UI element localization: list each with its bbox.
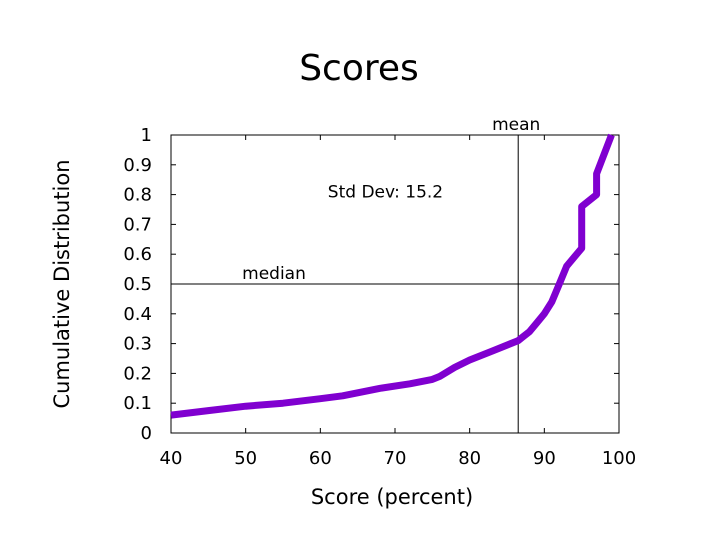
cdf-series-line — [170, 133, 615, 419]
x-tick-label: 90 — [533, 448, 556, 469]
y-tick-label: 1 — [141, 125, 152, 146]
y-tick-label: 0.5 — [123, 274, 152, 295]
x-tick-label: 40 — [160, 448, 183, 469]
y-tick-label: 0.9 — [123, 155, 152, 176]
y-tick-label: 0.8 — [123, 185, 152, 206]
y-tick-label: 0 — [141, 423, 152, 444]
x-tick-label: 60 — [309, 448, 332, 469]
mean-label: mean — [492, 115, 540, 135]
std-dev-annotation: Std Dev: 15.2 — [328, 183, 443, 203]
median-label: median — [242, 264, 306, 284]
y-tick-label: 0.4 — [123, 304, 152, 325]
x-axis-label: Score (percent) — [311, 485, 473, 509]
x-tick-label: 50 — [234, 448, 257, 469]
chart-title: Scores — [299, 48, 419, 89]
y-axis-label: Cumulative Distribution — [50, 159, 74, 408]
x-tick-label: 80 — [458, 448, 481, 469]
y-tick-label: 0.3 — [123, 334, 152, 355]
y-tick-label: 0.6 — [123, 244, 152, 265]
x-tick-label: 70 — [384, 448, 407, 469]
y-tick-label: 0.1 — [123, 393, 152, 414]
y-tick-label: 0.2 — [123, 363, 152, 384]
y-tick-label: 0.7 — [123, 214, 152, 235]
x-tick-label: 100 — [602, 448, 636, 469]
